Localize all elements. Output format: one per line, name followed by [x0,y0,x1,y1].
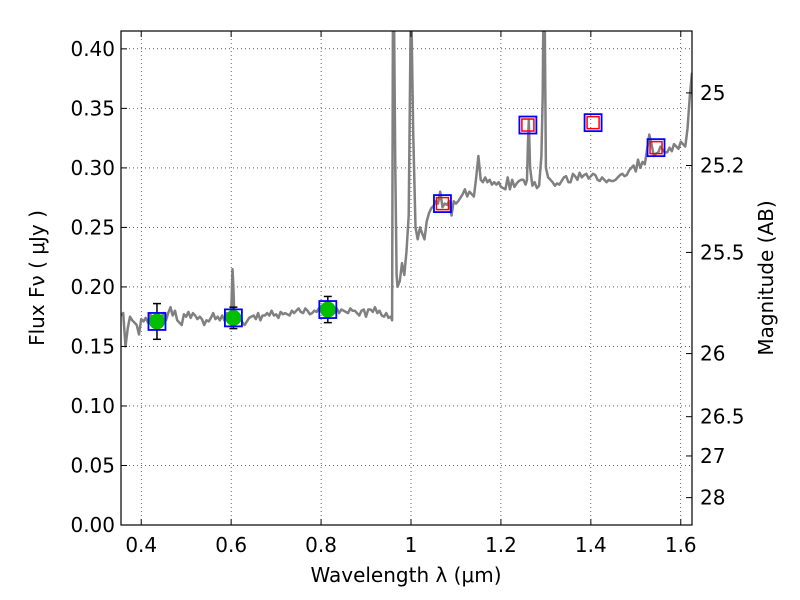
y2-tick-label: 27 [700,444,725,468]
x-axis-label: Wavelength λ (μm) [310,563,501,587]
synthetic-point [224,308,243,328]
model-point [586,115,600,130]
series-layer [121,31,692,348]
y-tick-label: 0.40 [70,37,115,61]
x-tick-label: 1.2 [485,533,517,557]
y-tick-label: 0.20 [70,275,115,299]
y2-tick-label: 26 [700,342,725,366]
x-tick-label: 0.4 [125,533,157,557]
x-tick-label: 1 [405,533,418,557]
synthetic-point [147,312,167,331]
y-tick-label: 0.15 [70,334,115,358]
photometry-point [319,301,336,318]
photometry-point [148,313,165,330]
y-tick-label: 0.00 [70,513,115,537]
y2-tick-label: 25.2 [700,154,745,178]
y2-tick-label: 25 [700,81,725,105]
y2-tick-label: 26.5 [700,405,745,429]
plot-area [121,31,692,525]
model-point [435,196,450,211]
photometry-point [225,309,242,326]
synthetic-point [318,300,338,319]
plot-frame [120,30,693,526]
synthetic-point [646,138,666,158]
y-tick-label: 0.35 [70,96,115,120]
x-tick-label: 0.6 [215,533,247,557]
y-axis-label: Flux Fν ( μJy ) [25,210,49,346]
model-point [521,118,535,132]
x-tick-label: 1.4 [575,533,607,557]
y-tick-label: 0.10 [70,394,115,418]
spectrum-line [121,31,692,348]
y2-tick-label: 25.5 [700,240,745,264]
synthetic-point [583,113,603,133]
x-tick-label: 0.8 [305,533,337,557]
y-tick-label: 0.30 [70,156,115,180]
synthetic-point [518,115,538,135]
synthetic-point [433,194,452,214]
y-tick-label: 0.25 [70,215,115,239]
y2-axis-label: Magnitude (AB) [754,200,778,355]
marker-layer [147,113,666,341]
y2-tick-label: 28 [700,486,725,510]
ticks: 0.4 0.6 0.8 1 1.2 1.4 1.6 0.00 0.05 0.10 0.15 0.20 0… [70,31,745,557]
x-tick-label: 1.6 [665,533,697,557]
y-tick-label: 0.05 [70,453,115,477]
model-point [649,140,663,155]
